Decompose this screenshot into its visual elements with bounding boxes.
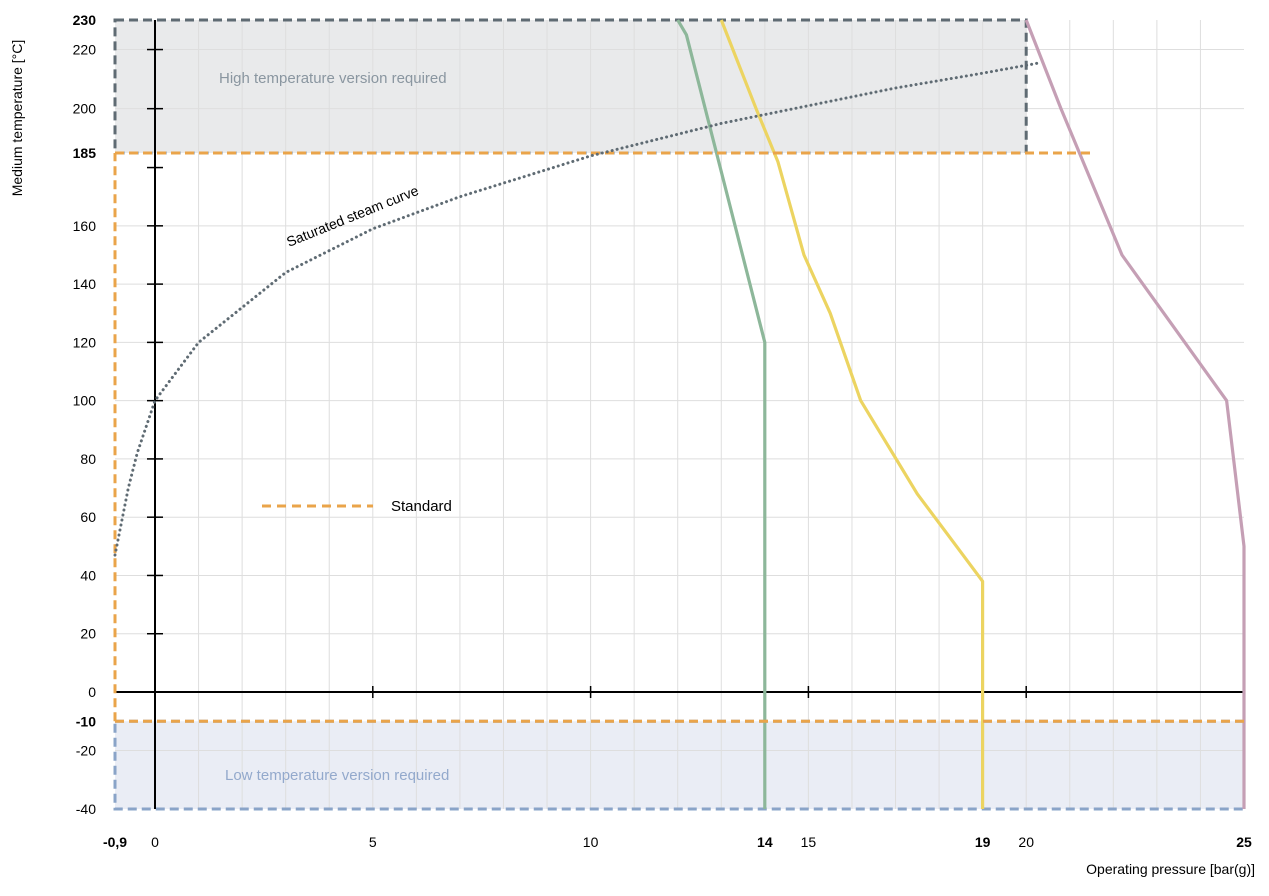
series-lines bbox=[676, 19, 1246, 809]
x-tick-label: 10 bbox=[583, 834, 599, 850]
x-tick-label: 19 bbox=[975, 834, 991, 850]
x-tick-label: -0,9 bbox=[103, 834, 127, 850]
region-fill-2 bbox=[115, 721, 1244, 809]
saturated-steam-line bbox=[113, 61, 1041, 557]
y-tick-label: 120 bbox=[73, 334, 97, 350]
saturated-steam-curve bbox=[113, 61, 1041, 557]
x-tick-label: 15 bbox=[801, 834, 817, 850]
series-line-green bbox=[676, 19, 767, 809]
series-line-pink bbox=[1024, 19, 1246, 809]
region-fill-1 bbox=[115, 20, 1027, 153]
low-temperature-label: Low temperature version required bbox=[225, 767, 449, 784]
y-tick-label: -10 bbox=[76, 713, 96, 729]
y-tick-label: 0 bbox=[88, 684, 96, 700]
x-tick-label: 0 bbox=[151, 834, 159, 850]
x-tick-label: 5 bbox=[369, 834, 377, 850]
y-tick-label: -20 bbox=[76, 743, 96, 759]
y-tick-label: 100 bbox=[73, 393, 97, 409]
y-tick-label: 60 bbox=[80, 509, 96, 525]
series-line-yellow bbox=[719, 19, 985, 809]
standard-legend-label: Standard bbox=[391, 498, 452, 515]
regions bbox=[115, 20, 1244, 809]
y-tick-label: 185 bbox=[73, 145, 97, 161]
y-tick-label: -40 bbox=[76, 801, 96, 817]
x-tick-label: 25 bbox=[1236, 834, 1252, 850]
y-tick-label: 80 bbox=[80, 451, 96, 467]
x-tick-label: 20 bbox=[1018, 834, 1034, 850]
y-tick-label: 220 bbox=[73, 42, 97, 58]
y-tick-label: 230 bbox=[73, 12, 97, 28]
x-axis-label: Operating pressure [bar(g)] bbox=[1086, 861, 1255, 877]
grid bbox=[115, 20, 1244, 809]
standard-boundary bbox=[113, 151, 1244, 723]
y-tick-label: 40 bbox=[80, 567, 96, 583]
y-tick-label: 140 bbox=[73, 276, 97, 292]
y-axis-label: Medium temperature [°C] bbox=[9, 40, 25, 197]
y-tick-label: 160 bbox=[73, 218, 97, 234]
high-temperature-label: High temperature version required bbox=[219, 70, 447, 87]
y-tick-label: 200 bbox=[73, 101, 97, 117]
x-tick-label: 14 bbox=[757, 834, 773, 850]
y-tick-label: 20 bbox=[80, 626, 96, 642]
